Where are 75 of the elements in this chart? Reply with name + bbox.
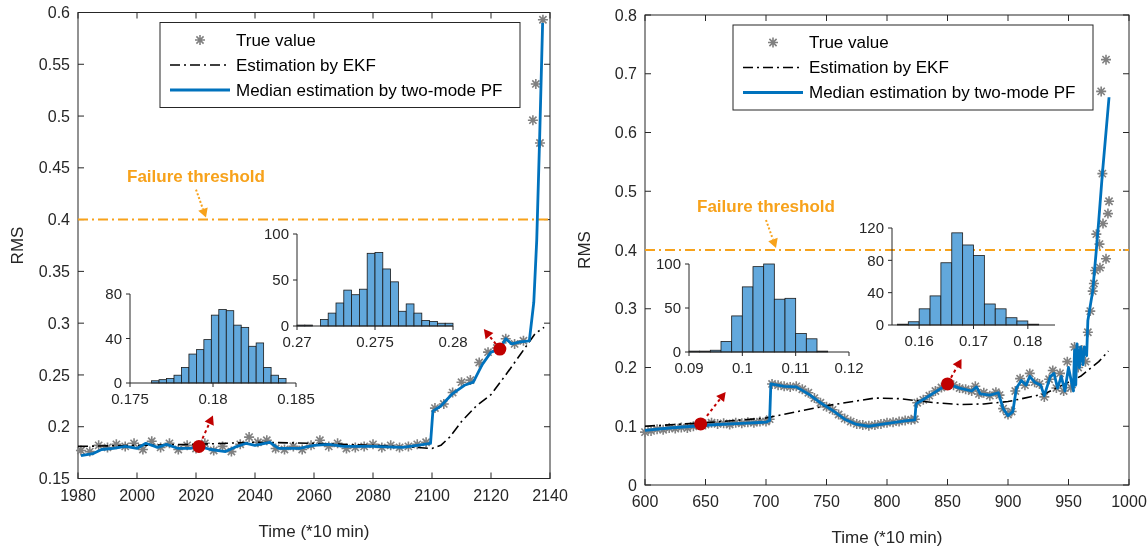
y-tick-label: 0.4 [614,241,638,259]
y-tick-label: 0.6 [47,4,71,22]
x-tick-label: 2100 [414,486,450,504]
y-tick-label: 50 [664,299,681,317]
y-tick-label: 80 [105,285,122,303]
x-tick-label: 850 [934,493,961,510]
y-tick-label: 0.5 [47,107,71,125]
x-tick-label: 950 [1055,493,1082,510]
legend-label: Estimation by EKF [236,55,376,75]
legend-label: True value [809,33,889,53]
y-tick-label: 0.35 [38,262,71,280]
x-tick-label: 0.27 [282,333,312,350]
x-tick-label: 750 [813,493,840,510]
y-axis-title: RMS [575,231,594,269]
y-tick-label: 0.5 [614,182,638,200]
x-tick-label: 2080 [355,486,391,504]
y-tick-label: 0 [875,316,884,334]
y-tick-label: 0 [280,317,289,335]
legend-label: Estimation by EKF [809,58,949,78]
y-tick-label: 0.2 [47,418,71,436]
x-tick-label: 1000 [1111,493,1147,510]
y-tick-label: 0.4 [47,211,71,229]
legend-label: Median estimation by two-mode PF [236,80,503,100]
y-tick-label: 0.15 [38,470,71,488]
x-tick-label: 0.18 [1013,332,1043,349]
x-tick-label: 2020 [178,486,214,504]
x-tick-label: 0.275 [356,333,394,350]
y-tick-label: 0 [113,374,122,392]
x-axis-title: Time (*10 min) [258,521,370,541]
y-tick-label: 0.6 [614,124,638,142]
y-tick-label: 0.3 [47,314,71,332]
x-tick-label: 700 [752,493,780,510]
y-tick-label: 0.1 [614,417,638,435]
y-tick-label: 0.7 [614,65,638,83]
y-tick-label: 0 [628,476,638,494]
x-tick-label: 0.12 [834,359,864,376]
y-tick-label: 0 [672,343,681,361]
y-tick-label: 0.55 [38,55,71,73]
x-tick-label: 2120 [473,486,509,504]
x-tick-label: 0.11 [781,359,810,376]
y-tick-label: 120 [858,219,884,237]
x-tick-label: 0.18 [198,390,228,407]
legend-label: Median estimation by two-mode PF [809,83,1076,103]
x-tick-label: 800 [873,493,901,510]
x-tick-label: 0.28 [438,333,468,350]
y-tick-label: 0.3 [614,300,638,318]
x-tick-label: 0.09 [674,359,704,376]
y-tick-label: 0.8 [614,6,638,24]
y-tick-label: 40 [105,329,122,347]
x-tick-label: 2140 [532,486,568,504]
y-tick-label: 0.45 [38,159,71,177]
legend-label: True value [236,30,316,50]
x-axis-title: Time (*10 min) [831,528,943,547]
y-axis-title: RMS [8,226,27,265]
x-tick-label: 2040 [237,486,273,504]
x-tick-label: 0.16 [904,332,934,349]
y-tick-label: 50 [272,271,289,289]
x-tick-label: 0.1 [731,359,753,376]
x-tick-label: 900 [994,493,1022,510]
y-tick-label: 100 [263,225,289,243]
ref-line-label: Failure threshold [127,166,265,186]
x-tick-label: 0.175 [111,390,149,407]
ref-line-label: Failure threshold [697,197,835,216]
x-tick-label: 650 [692,493,719,510]
y-tick-label: 100 [655,255,681,273]
y-tick-label: 40 [867,283,884,301]
y-tick-label: 0.25 [38,366,71,384]
y-tick-label: 80 [867,251,884,269]
x-tick-label: 600 [631,493,659,510]
x-tick-label: 0.17 [958,332,989,349]
x-tick-label: 0.185 [277,390,315,407]
x-tick-label: 1980 [60,486,96,504]
y-tick-label: 0.2 [614,359,638,377]
x-tick-label: 2060 [296,486,332,504]
x-tick-label: 2000 [119,486,155,504]
